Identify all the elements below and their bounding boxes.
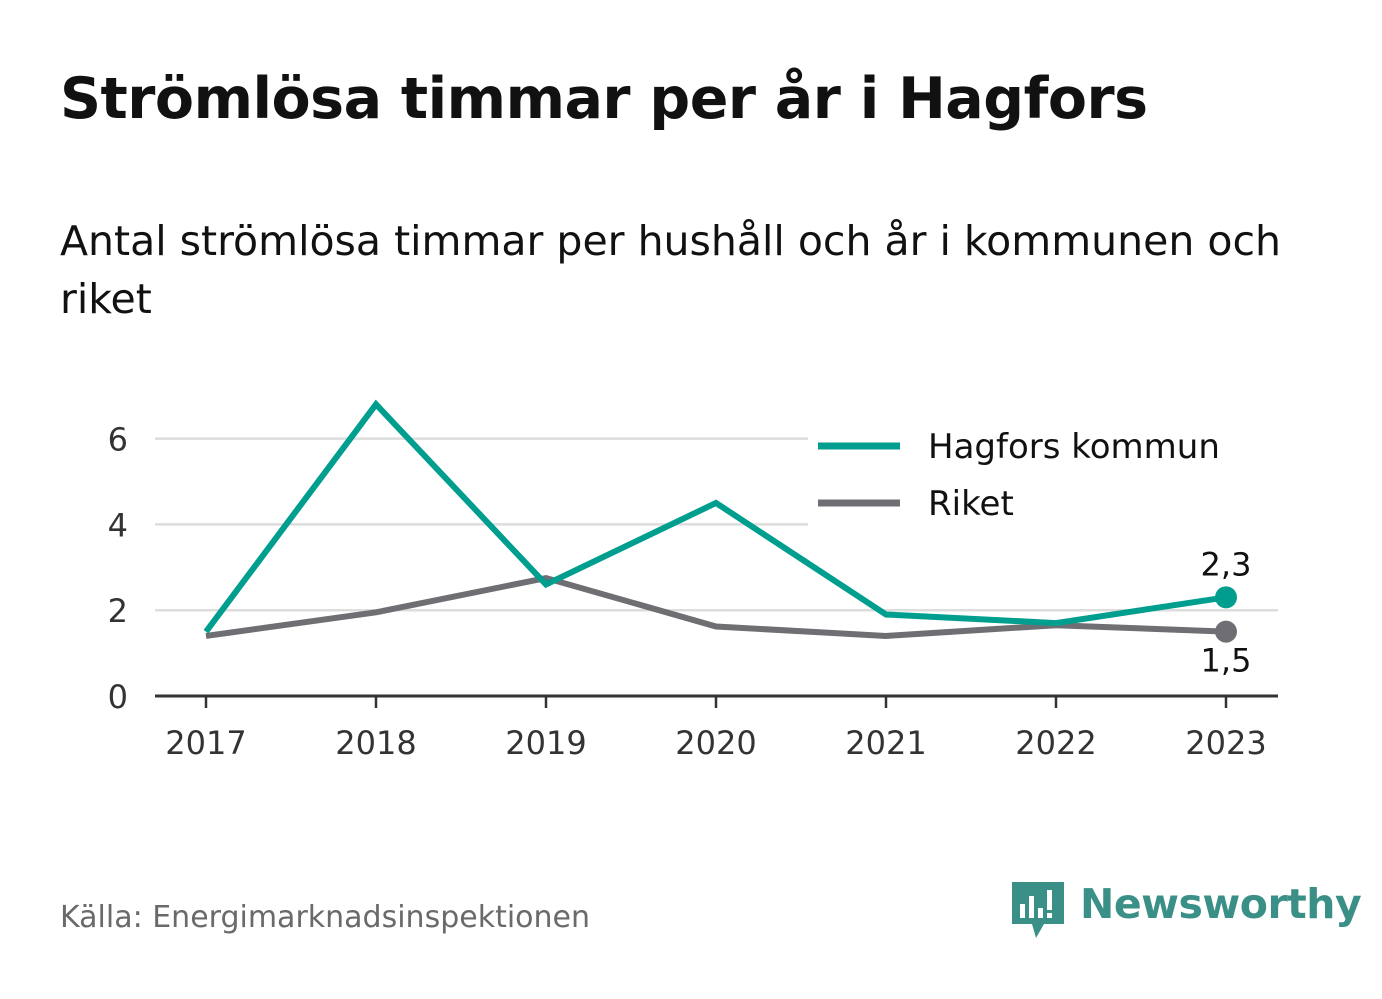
x-tick-label: 2018 [335, 724, 416, 762]
y-tick-label: 2 [108, 592, 128, 630]
x-tick-label: 2021 [845, 724, 926, 762]
y-tick-label: 4 [108, 506, 128, 544]
end-point-riket [1215, 620, 1237, 643]
legend-background [808, 414, 1278, 538]
legend-label-hagfors: Hagfors kommun [928, 427, 1220, 467]
x-tick-label: 2023 [1185, 724, 1266, 762]
end-label-riket: 1,5 [1201, 642, 1252, 680]
x-tick-label: 2022 [1015, 724, 1096, 762]
x-tick-label: 2020 [675, 724, 756, 762]
newsworthy-logo-icon [1012, 882, 1064, 938]
chart-title: Strömlösa timmar per år i Hagfors [60, 66, 1148, 132]
end-label-hagfors: 2,3 [1201, 545, 1252, 583]
brand-name: Newsworthy [1080, 880, 1362, 928]
series-line-riket [205, 574, 1227, 639]
source-note: Källa: Energimarknadsinspektionen [60, 900, 591, 935]
y-tick-label: 6 [108, 421, 128, 459]
series-line-hagfors [203, 399, 1227, 634]
x-tick-label: 2017 [165, 724, 246, 762]
legend-label-riket: Riket [928, 484, 1014, 524]
chart-subtitle: Antal strömlösa timmar per hushåll och å… [60, 217, 1281, 323]
x-tick-label: 2019 [505, 724, 586, 762]
end-point-hagfors [1215, 586, 1237, 609]
y-tick-label: 0 [108, 678, 128, 716]
